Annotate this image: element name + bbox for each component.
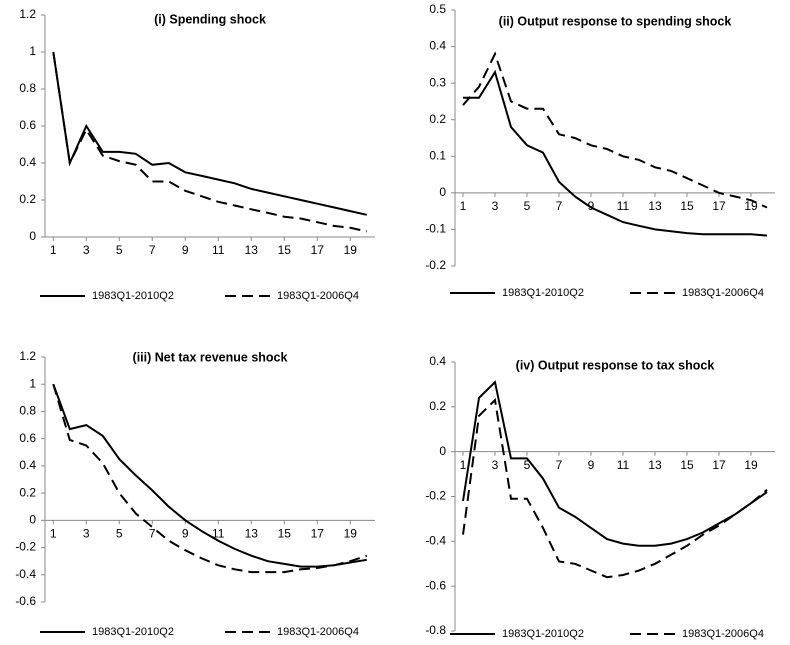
y-tick-label: 0.4 [19, 155, 36, 169]
legend-label: 1983Q1-2010Q2 [92, 290, 174, 302]
x-tick-label: 17 [712, 458, 726, 472]
x-tick-label: 17 [712, 199, 726, 213]
x-tick-label: 3 [492, 199, 499, 213]
y-tick-label: 0.3 [429, 75, 446, 89]
x-tick-label: 13 [245, 527, 259, 541]
y-tick-label: 0.4 [429, 354, 446, 368]
legend-label: 1983Q1-2006Q4 [682, 628, 764, 640]
y-tick-label: -0.2 [425, 258, 446, 272]
chart-title: (ii) Output response to spending shock [499, 14, 732, 28]
legend-label: 1983Q1-2006Q4 [682, 287, 764, 299]
y-tick-label: 1 [29, 44, 36, 58]
x-tick-label: 1 [50, 243, 57, 257]
x-tick-label: 15 [680, 199, 694, 213]
y-tick-label: -0.6 [425, 578, 446, 592]
legend-label: 1983Q1-2006Q4 [277, 626, 359, 638]
x-tick-label: 11 [617, 458, 630, 472]
y-tick-label: 0.6 [19, 118, 36, 132]
x-tick-label: 15 [278, 243, 292, 257]
x-tick-label: 17 [311, 243, 325, 257]
x-tick-label: 1 [50, 527, 57, 541]
x-tick-label: 15 [680, 458, 694, 472]
x-tick-label: 11 [212, 243, 225, 257]
y-tick-label: -0.6 [15, 594, 36, 608]
y-tick-label: 0.4 [19, 458, 36, 472]
series-line [463, 69, 768, 237]
x-tick-label: 3 [83, 527, 90, 541]
x-tick-label: 11 [617, 199, 630, 213]
y-tick-label: -0.8 [425, 623, 446, 637]
x-tick-label: 5 [524, 458, 531, 472]
y-tick-label: -0.2 [15, 540, 36, 554]
y-tick-label: 0 [29, 513, 36, 527]
chart-title: (iii) Net tax revenue shock [133, 350, 288, 364]
y-tick-label: 1.2 [19, 349, 36, 363]
y-tick-label: -0.2 [425, 489, 446, 503]
x-tick-label: 7 [149, 243, 156, 257]
x-tick-label: 13 [648, 199, 662, 213]
x-tick-label: 5 [524, 199, 531, 213]
x-tick-label: 17 [311, 527, 325, 541]
y-tick-label: 0.8 [19, 81, 36, 95]
x-tick-label: 5 [116, 527, 123, 541]
y-tick-label: 0 [29, 229, 36, 243]
y-tick-label: -0.1 [425, 222, 446, 236]
x-tick-label: 7 [556, 199, 563, 213]
y-tick-label: 0 [439, 185, 446, 199]
x-tick-label: 7 [149, 527, 156, 541]
x-tick-label: 9 [182, 527, 189, 541]
x-tick-label: 13 [245, 243, 259, 257]
y-tick-label: 0 [439, 444, 446, 458]
legend-label: 1983Q1-2010Q2 [502, 287, 584, 299]
y-tick-label: 0.4 [429, 39, 446, 53]
x-tick-label: 13 [648, 458, 662, 472]
series-line [462, 398, 768, 579]
x-tick-label: 9 [588, 458, 595, 472]
x-tick-label: 3 [492, 458, 499, 472]
series-line [52, 383, 367, 568]
x-tick-label: 19 [744, 458, 758, 472]
series-line [52, 51, 368, 233]
x-tick-label: 3 [83, 243, 90, 257]
x-tick-label: 5 [116, 243, 123, 257]
x-tick-label: 15 [278, 527, 292, 541]
x-tick-label: 19 [344, 527, 358, 541]
x-tick-label: 7 [556, 458, 563, 472]
series-line [52, 51, 368, 216]
legend-label: 1983Q1-2010Q2 [502, 628, 584, 640]
y-tick-label: -0.4 [425, 534, 446, 548]
chart-title: (i) Spending shock [154, 12, 266, 26]
series-line [462, 51, 768, 209]
x-tick-label: 19 [344, 243, 358, 257]
x-tick-label: 1 [460, 199, 467, 213]
y-tick-label: -0.4 [15, 567, 36, 581]
legend-label: 1983Q1-2006Q4 [277, 290, 359, 302]
x-tick-label: 9 [182, 243, 189, 257]
y-tick-label: 0.8 [19, 404, 36, 418]
x-tick-label: 1 [460, 458, 467, 472]
chart-title: (iv) Output response to tax shock [516, 358, 715, 372]
x-tick-label: 9 [588, 199, 595, 213]
y-tick-label: 1.2 [19, 7, 36, 21]
y-tick-label: 1 [29, 376, 36, 390]
y-tick-label: 0.2 [19, 192, 36, 206]
y-tick-label: 0.2 [429, 399, 446, 413]
legend-label: 1983Q1-2010Q2 [92, 626, 174, 638]
y-tick-label: 0.2 [429, 112, 446, 126]
x-tick-label: 11 [212, 527, 225, 541]
y-tick-label: 0.2 [19, 485, 36, 499]
y-tick-label: 0.1 [429, 148, 446, 162]
series-line [52, 383, 368, 574]
y-tick-label: 0.5 [429, 2, 446, 16]
y-tick-label: 0.6 [19, 431, 36, 445]
series-line [462, 380, 768, 547]
